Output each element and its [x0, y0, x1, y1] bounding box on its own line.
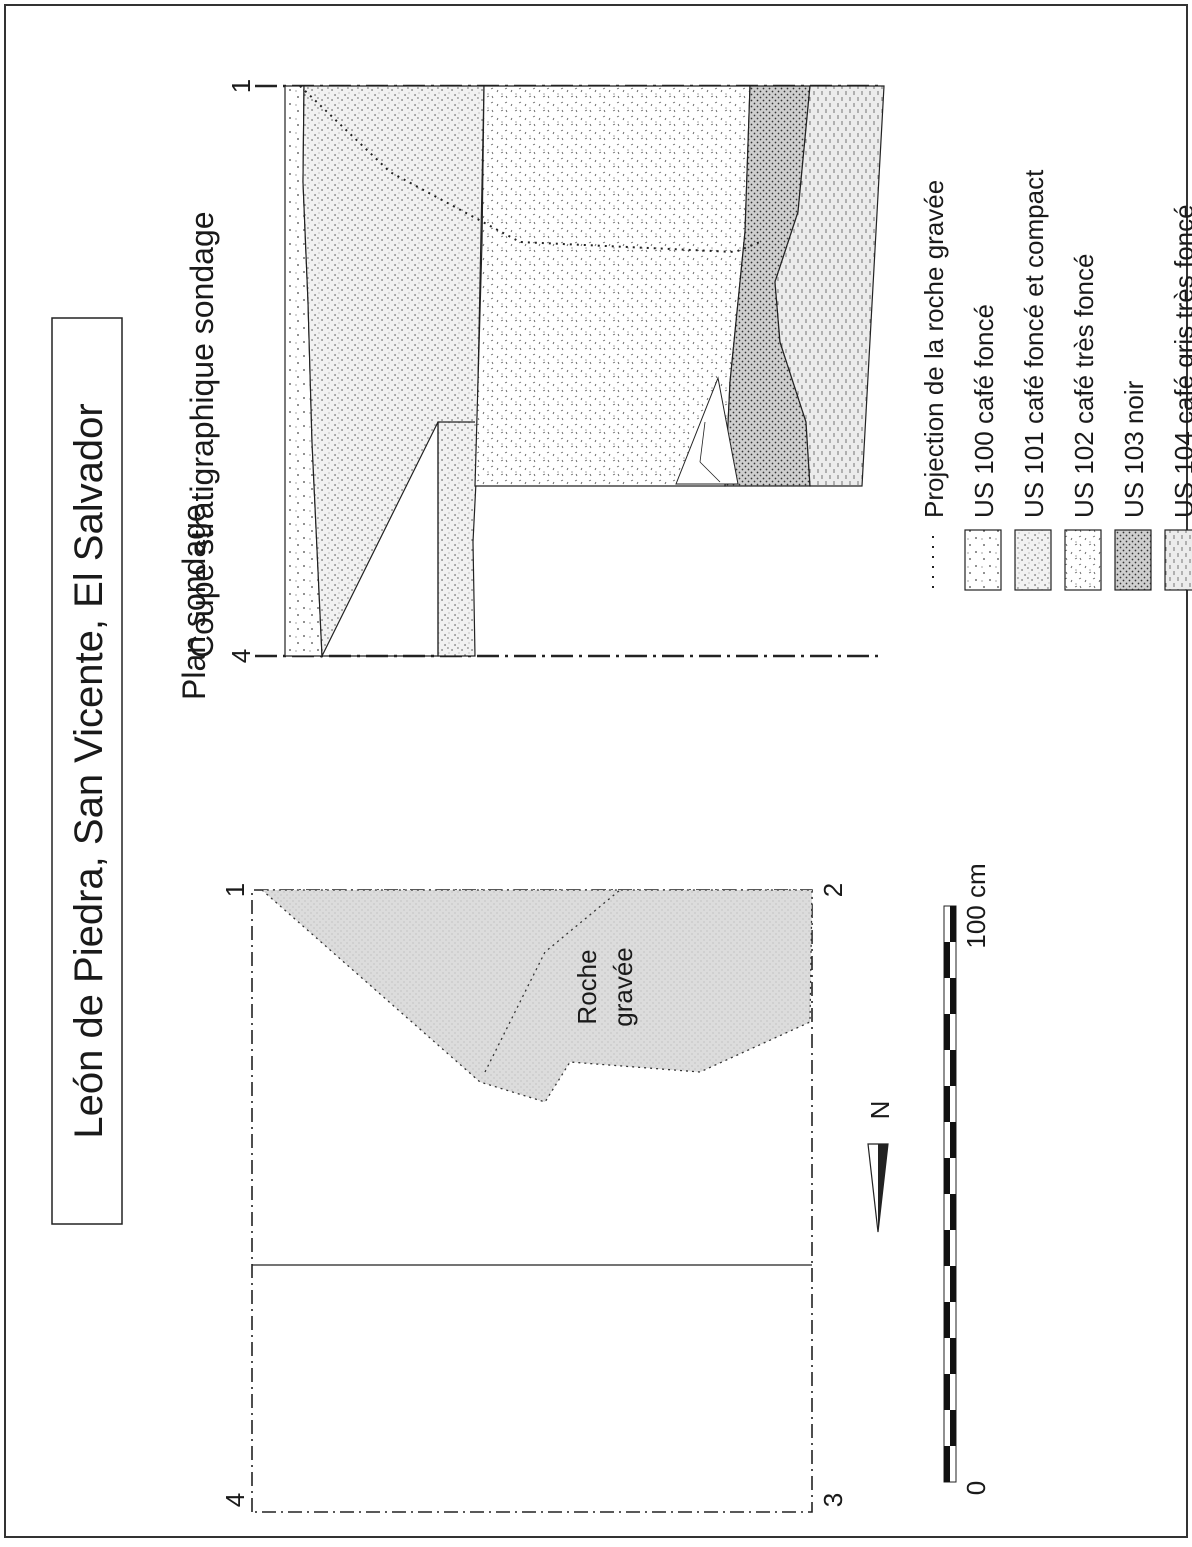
- rock-label-2: gravée: [608, 947, 638, 1027]
- scale-bar-segment: [944, 1230, 950, 1266]
- legend: Projection de la roche gravée US 100 café…: [919, 169, 1192, 591]
- scale-bar-segment: [950, 1050, 956, 1086]
- scale-bar-segment: [944, 1158, 950, 1194]
- scale-bar-segment: [944, 1302, 950, 1338]
- rotated-figure: León de Piedra, San Vicente, El Salvador…: [51, 79, 1192, 1513]
- figure-title: León de Piedra, San Vicente, El Salvador: [67, 403, 111, 1138]
- section-heading: Coupe stratigraphique sondage: [184, 211, 220, 658]
- scale-bar-segment: [950, 906, 956, 942]
- scale-bar-segment: [950, 1338, 956, 1374]
- plan-corner-4: 4: [220, 1493, 250, 1507]
- scale-bar: [943, 905, 957, 1483]
- rock-fragment-line: [699, 421, 706, 463]
- scale-bar-segment: [950, 1194, 956, 1230]
- rock-fragment: [675, 376, 739, 485]
- scale-start-label: 0: [961, 1481, 991, 1495]
- legend-swatch-p102: [1064, 529, 1102, 591]
- rock-fragment-line-2: [699, 461, 721, 483]
- section-step-outline: [322, 421, 475, 657]
- plan-corner-3: 3: [818, 1493, 848, 1507]
- page-border: [4, 4, 1188, 1538]
- scale-end-label: 100 cm: [961, 863, 991, 948]
- north-label: N: [865, 1101, 895, 1120]
- plan-corner-2: 2: [818, 883, 848, 897]
- title-box: [51, 317, 123, 1225]
- legend-label: US 104 café gris très foncé: [1169, 204, 1192, 518]
- section-end-4: 4: [226, 649, 256, 663]
- scale-bar-segment: [950, 978, 956, 1014]
- scale-bar-segment: [944, 942, 950, 978]
- legend-label: US 102 café très foncé: [1069, 254, 1099, 518]
- scale-bar-segment: [950, 1266, 956, 1302]
- scale-bar-segment: [950, 1122, 956, 1158]
- scale-bar-segment: [944, 1446, 950, 1482]
- legend-swatch-p100: [964, 529, 1002, 591]
- rock-projection-line: [484, 889, 621, 1073]
- legend-label: Projection de la roche gravée: [919, 180, 949, 518]
- layer-us104: [774, 85, 885, 487]
- plan-heading: Plan sondage: [176, 504, 212, 700]
- scale-bar-segment: [944, 1086, 950, 1122]
- scale-bar-segment: [944, 1374, 950, 1410]
- north-arrow-half-icon: [878, 1144, 888, 1232]
- scale-bar-segment: [950, 1410, 956, 1446]
- legend-label: US 103 noir: [1119, 380, 1149, 518]
- section-end-1: 1: [226, 79, 256, 93]
- layer-us101: [302, 85, 485, 659]
- plan-outline: [251, 889, 813, 1513]
- rock-label-1: Roche: [572, 949, 602, 1024]
- legend-swatch-p101: [1014, 529, 1052, 591]
- plan-corner-1: 1: [220, 883, 250, 897]
- legend-label: US 101 café foncé et compact: [1019, 169, 1049, 518]
- legend-label: US 100 café foncé: [969, 304, 999, 518]
- engraved-rock-area: [260, 889, 813, 1103]
- legend-swatch-p103: [1114, 529, 1152, 591]
- legend-swatch-p104: [1164, 529, 1192, 591]
- scale-bar-segment: [944, 1014, 950, 1050]
